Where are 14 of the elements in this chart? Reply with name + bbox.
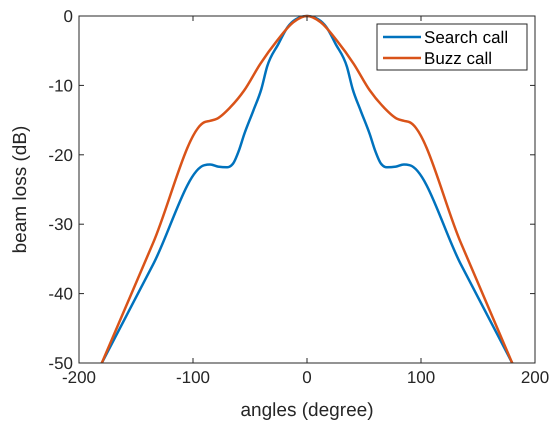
y-tick-label: 0 — [64, 7, 73, 26]
legend-label: Buzz call — [424, 49, 492, 68]
x-tick-label: -100 — [176, 368, 210, 387]
y-tick-label: -30 — [48, 215, 73, 234]
x-tick-label: 200 — [520, 368, 550, 387]
x-tick-label: 100 — [406, 368, 436, 387]
y-tick-label: -10 — [48, 76, 73, 96]
legend-label: Search call — [424, 28, 508, 47]
y-tick-label: -20 — [48, 146, 73, 165]
x-tick-label: 0 — [302, 368, 312, 387]
y-tick-label: -40 — [48, 284, 73, 304]
y-axis-title: beam loss (dB) — [10, 126, 31, 254]
x-tick-label: -200 — [62, 368, 96, 387]
x-axis-title: angles (degree) — [240, 400, 374, 421]
